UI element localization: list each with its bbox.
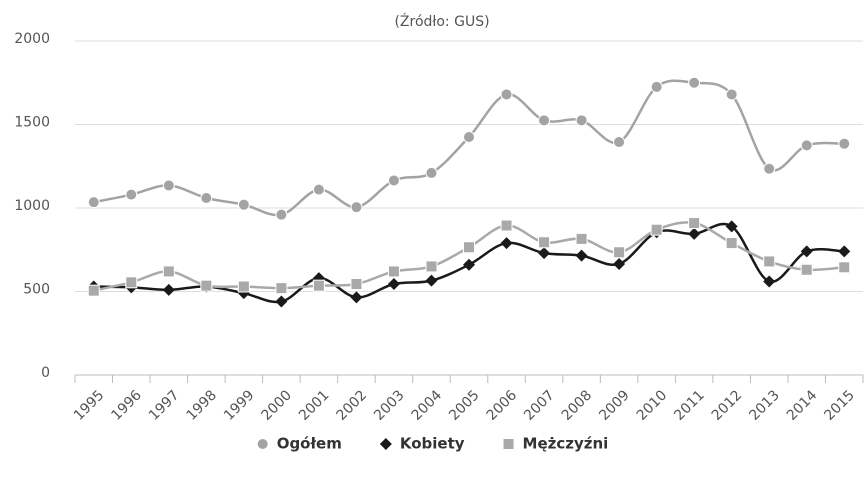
data-point: [838, 261, 851, 274]
data-point: [800, 245, 813, 258]
x-tick-label: 2015: [821, 387, 858, 424]
data-point: [387, 265, 400, 278]
data-point: [500, 219, 513, 232]
legend-marker: [256, 438, 269, 450]
data-point: [763, 275, 776, 288]
data-point: [275, 208, 288, 221]
legend-item: Ogółem: [256, 435, 342, 453]
legend: Ogółem Kobiety Mężczyźni: [256, 435, 609, 453]
data-point: [725, 237, 738, 250]
data-point: [688, 217, 701, 230]
x-tick-label: 1998: [183, 387, 220, 424]
data-point: [125, 188, 138, 201]
data-point: [425, 166, 438, 179]
data-point: [350, 277, 363, 290]
data-point: [538, 114, 551, 127]
legend-item: Mężczyźni: [502, 435, 609, 453]
x-tick-label: 1999: [221, 387, 258, 424]
legend-label: Ogółem: [277, 435, 342, 453]
data-point: [613, 246, 626, 259]
data-point: [838, 137, 851, 150]
x-tick-label: 2011: [671, 387, 708, 424]
data-point: [425, 260, 438, 273]
legend-marker: [379, 438, 392, 450]
x-tick-label: 2009: [596, 387, 633, 424]
x-tick-label: 2002: [334, 387, 371, 424]
data-point: [425, 274, 438, 287]
data-point: [162, 283, 175, 296]
data-point: [387, 174, 400, 187]
data-point: [500, 237, 513, 250]
data-point: [312, 279, 325, 292]
x-tick-label: 1997: [146, 387, 183, 424]
x-tick-label: 2014: [784, 387, 821, 424]
data-point: [800, 139, 813, 152]
data-point: [538, 236, 551, 249]
y-tick-label: 2000: [14, 31, 50, 47]
data-point: [87, 196, 100, 209]
x-tick-label: 2005: [446, 387, 483, 424]
data-point: [575, 114, 588, 127]
legend-label: Mężczyźni: [523, 435, 609, 453]
data-point: [538, 247, 551, 260]
x-tick-label: 2004: [409, 387, 446, 424]
x-tick-label: 2012: [709, 387, 746, 424]
y-tick-label: 1000: [14, 198, 50, 214]
data-point: [162, 179, 175, 192]
x-tick-label: 2008: [559, 387, 596, 424]
y-tick-label: 0: [41, 365, 50, 381]
data-point: [200, 191, 213, 204]
legend-item: Kobiety: [379, 435, 465, 453]
data-point: [500, 88, 513, 101]
data-point: [350, 291, 363, 304]
legend-label: Kobiety: [400, 435, 465, 453]
data-point: [725, 88, 738, 101]
data-point: [275, 295, 288, 308]
x-tick-label: 2007: [521, 387, 558, 424]
x-tick-label: 2003: [371, 387, 408, 424]
x-tick-label: 2001: [296, 387, 333, 424]
data-point: [838, 245, 851, 258]
data-point: [613, 257, 626, 270]
data-point: [237, 198, 250, 211]
legend-marker: [502, 438, 515, 450]
data-point: [275, 282, 288, 295]
chart-title: (Źródło: GUS): [394, 12, 489, 30]
data-point: [200, 279, 213, 292]
x-tick-label: 2006: [484, 387, 521, 424]
data-point: [575, 232, 588, 245]
data-point: [87, 284, 100, 297]
x-tick-label: 1996: [108, 387, 145, 424]
data-point: [688, 76, 701, 89]
data-point: [312, 183, 325, 196]
data-point: [237, 280, 250, 293]
data-point: [350, 201, 363, 214]
y-tick-label: 1500: [14, 115, 50, 131]
data-point: [463, 241, 475, 254]
data-point: [725, 220, 738, 233]
data-point: [688, 227, 701, 240]
data-point: [387, 277, 400, 290]
x-tick-label: 1995: [71, 387, 108, 424]
data-point: [162, 265, 175, 278]
data-point: [575, 249, 588, 262]
x-tick-label: 2013: [746, 387, 783, 424]
data-point: [650, 223, 663, 236]
data-point: [463, 131, 475, 144]
data-point: [650, 80, 663, 93]
data-point: [763, 162, 776, 175]
data-point: [800, 263, 813, 276]
x-tick-label: 2000: [259, 387, 296, 424]
x-tick-label: 2010: [634, 387, 671, 424]
y-tick-label: 500: [23, 282, 50, 298]
data-point: [125, 276, 138, 289]
data-point: [463, 258, 475, 271]
data-point: [763, 255, 776, 268]
data-point: [613, 136, 626, 149]
